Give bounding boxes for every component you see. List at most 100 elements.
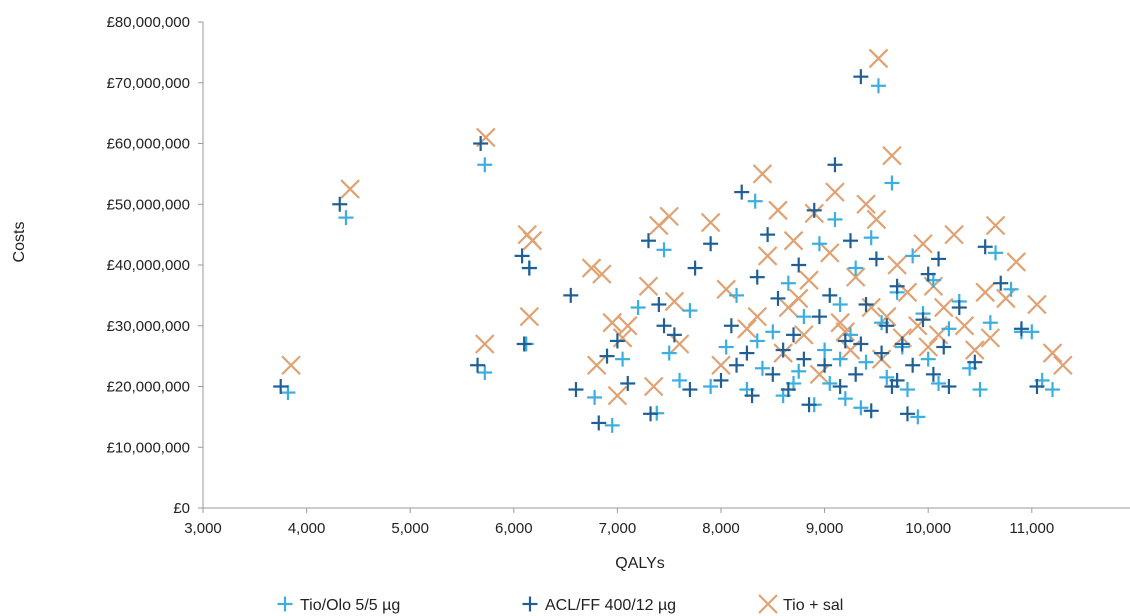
data-point <box>516 336 532 352</box>
y-tick-label: £0 <box>173 500 190 517</box>
data-point <box>796 309 812 325</box>
data-point <box>925 366 941 382</box>
data-point <box>933 297 954 318</box>
y-tick-label: £70,000,000 <box>107 75 190 92</box>
data-point <box>853 400 869 416</box>
data-point <box>786 327 802 343</box>
data-point <box>666 327 682 343</box>
data-point <box>477 157 493 173</box>
data-point <box>723 318 739 334</box>
data-point <box>820 243 840 263</box>
data-point <box>993 275 1009 291</box>
data-point <box>703 236 719 252</box>
data-point <box>1003 281 1019 297</box>
data-point <box>817 357 833 373</box>
data-point <box>744 388 760 404</box>
data-point <box>711 355 731 376</box>
data-point <box>749 269 765 285</box>
data-point <box>870 78 886 94</box>
data-point <box>599 348 615 364</box>
data-point <box>340 179 360 199</box>
data-point <box>475 334 495 354</box>
data-point <box>788 288 809 309</box>
data-point <box>825 182 845 202</box>
data-point <box>672 372 688 388</box>
data-point <box>592 264 612 284</box>
data-point <box>332 196 348 212</box>
data-point <box>889 278 905 294</box>
x-tick-label: 9,000 <box>806 520 844 537</box>
data-point <box>682 382 698 398</box>
data-point <box>910 409 926 425</box>
data-point <box>780 382 796 398</box>
data-point <box>848 366 864 382</box>
data-point <box>754 360 770 376</box>
x-tick-label: 7,000 <box>599 520 637 537</box>
legend-marker <box>522 596 538 612</box>
data-point <box>985 215 1006 236</box>
data-point <box>801 397 817 413</box>
data-point <box>470 357 486 373</box>
axes <box>202 22 1130 509</box>
data-point <box>951 300 967 316</box>
legend-item: Tio/Olo 5/5 µg <box>277 596 400 614</box>
data-point <box>843 233 858 249</box>
data-point <box>853 336 869 352</box>
data-point <box>811 309 827 325</box>
data-point <box>659 206 679 227</box>
data-point <box>868 251 884 267</box>
data-point <box>729 287 745 303</box>
data-point <box>899 406 915 422</box>
data-point <box>765 366 781 382</box>
data-point <box>780 275 796 291</box>
data-point <box>739 345 755 361</box>
data-point <box>703 379 719 394</box>
data-point <box>794 325 814 345</box>
data-point <box>273 379 289 394</box>
data-point <box>1006 252 1027 272</box>
data-point <box>587 389 603 405</box>
data-point <box>765 324 781 340</box>
data-point <box>884 175 900 191</box>
data-point <box>591 415 607 431</box>
data-point <box>783 230 804 251</box>
legend-item: ACL/FF 400/12 µg <box>522 596 676 614</box>
data-point <box>799 270 819 290</box>
data-point <box>602 312 622 333</box>
data-point <box>687 260 703 276</box>
legend-marker <box>277 596 293 612</box>
data-point <box>656 242 672 258</box>
data-point <box>514 248 530 264</box>
x-tick-label: 8,000 <box>702 520 740 537</box>
data-point <box>982 315 998 331</box>
legend-label: ACL/FF 400/12 µg <box>545 597 676 614</box>
data-point <box>868 48 889 69</box>
data-point <box>853 69 869 85</box>
data-point <box>905 248 921 264</box>
data-point <box>519 306 540 327</box>
y-tick-label: £40,000,000 <box>107 257 190 274</box>
x-axis-title: QALYs <box>615 555 665 572</box>
data-point <box>936 339 952 355</box>
data-point <box>791 257 807 273</box>
data-point <box>640 233 656 249</box>
data-point <box>568 382 584 398</box>
data-point <box>796 351 812 367</box>
data-point <box>752 164 773 184</box>
data-point <box>863 403 879 419</box>
data-point <box>718 339 734 355</box>
legend: Tio/Olo 5/5 µg ACL/FF 400/12 µg Tio + sal <box>277 594 843 614</box>
y-tick-label: £20,000,000 <box>107 379 190 396</box>
x-tick-labels: 3,000 4,000 5,000 6,000 7,000 8,000 9,000 10,00… <box>184 508 1054 537</box>
data-point <box>830 312 850 333</box>
data-point <box>749 333 765 349</box>
data-point <box>563 287 579 303</box>
data-point <box>941 321 957 337</box>
data-point <box>757 246 778 266</box>
data-point <box>944 224 964 245</box>
legend-label: Tio/Olo 5/5 µg <box>300 597 400 614</box>
data-point <box>861 297 881 318</box>
y-tick-label: £30,000,000 <box>107 318 190 335</box>
data-point <box>977 239 993 255</box>
data-point <box>806 202 822 218</box>
